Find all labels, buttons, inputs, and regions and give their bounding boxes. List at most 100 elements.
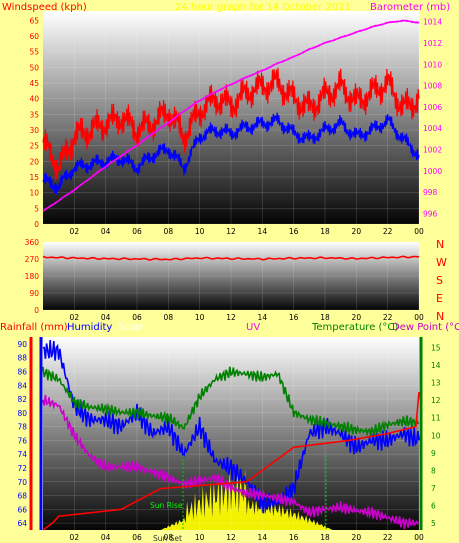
temperature-tick-label: 7 — [431, 484, 436, 493]
y-right-tick-label: 1012 — [423, 39, 442, 48]
solar-area — [160, 467, 333, 530]
humidity-tick-label: 82 — [17, 395, 27, 404]
sunrise-label: Sun Rise — [150, 501, 183, 510]
x-tick-label: 06 — [132, 227, 142, 236]
series-line-rainfall — [42, 392, 420, 531]
y-right-tick-label: 1000 — [423, 167, 442, 176]
direction-label: N — [436, 238, 444, 251]
x-tick-label: 10 — [195, 227, 205, 236]
temperature-tick-label: 8 — [431, 466, 436, 475]
direction-tick-label: 90 — [29, 289, 39, 298]
y-right-tick-label: 1010 — [423, 60, 442, 69]
humidity-tick-label: 84 — [17, 381, 27, 390]
y-left-tick-label: 35 — [29, 110, 39, 119]
humidity-tick-label: 78 — [17, 423, 27, 432]
x-tick-label: 12 — [226, 227, 236, 236]
x-tick-label: 14 — [258, 227, 268, 236]
x-tick-label: 08 — [164, 533, 174, 542]
barometer-axis-label: Barometer (mb) — [370, 2, 450, 13]
x-tick-label: 18 — [320, 313, 330, 322]
humidity-tick-label: 86 — [17, 367, 27, 376]
temperature-tick-label: 5 — [431, 519, 436, 528]
y-right-tick-label: 1014 — [423, 18, 442, 27]
solar-fill — [160, 467, 333, 530]
series-line-wind-speed — [42, 112, 420, 195]
solar-label: Solar — [118, 322, 144, 333]
uv-label: UV — [246, 322, 260, 333]
temperature-tick-label: 15 — [431, 344, 441, 353]
direction-label: S — [436, 274, 443, 287]
x-tick-label: 00 — [414, 313, 424, 322]
series-line-wind-gust — [42, 67, 420, 182]
x-tick-label: 10 — [195, 533, 205, 542]
windspeed-axis-label: Windspeed (kph) — [2, 2, 87, 13]
y-left-tick-label: 65 — [29, 16, 39, 25]
y-left-tick-label: 50 — [29, 63, 39, 72]
humidity-tick-label: 80 — [17, 409, 27, 418]
y-left-tick-label: 55 — [29, 48, 39, 57]
y-left-tick-label: 30 — [29, 126, 39, 135]
direction-tick-label: 0 — [34, 306, 39, 315]
x-tick-label: 06 — [132, 313, 142, 322]
direction-plot-area — [43, 242, 419, 310]
x-tick-label: 04 — [101, 533, 111, 542]
x-tick-label: 06 — [132, 533, 142, 542]
humidity-tick-label: 68 — [17, 492, 27, 501]
temperature-tick-label: 6 — [431, 501, 436, 510]
x-tick-label: 08 — [164, 313, 174, 322]
x-tick-label: 20 — [352, 533, 362, 542]
humidity-tick-label: 76 — [17, 436, 27, 445]
x-tick-label: 20 — [352, 227, 362, 236]
temperature-tick-label: 11 — [431, 414, 441, 423]
y-left-tick-label: 15 — [29, 173, 39, 182]
y-left-tick-label: 40 — [29, 95, 39, 104]
temperature-tick-label: 14 — [431, 361, 441, 370]
temperature-tick-label: 10 — [431, 431, 441, 440]
x-tick-label: 16 — [289, 227, 299, 236]
humidity-tick-label: 72 — [17, 464, 27, 473]
y-right-tick-label: 1008 — [423, 82, 442, 91]
y-right-tick-label: 1002 — [423, 145, 442, 154]
x-tick-label: 14 — [258, 313, 268, 322]
sunset-label: Sun Set — [153, 534, 182, 543]
x-tick-label: 12 — [226, 313, 236, 322]
y-left-tick-label: 20 — [29, 157, 39, 166]
y-right-tick-label: 998 — [423, 188, 438, 197]
x-tick-label: 00 — [414, 533, 424, 542]
humidity-tick-label: 88 — [17, 354, 27, 363]
direction-label: E — [436, 292, 443, 305]
y-left-tick-label: 45 — [29, 79, 39, 88]
series-line-humidity — [42, 340, 420, 514]
y-right-tick-label: 1006 — [423, 103, 442, 112]
series-line-temperature — [42, 366, 420, 437]
direction-label: N — [436, 310, 444, 323]
x-tick-label: 20 — [352, 313, 362, 322]
y-right-tick-label: 1004 — [423, 124, 442, 133]
y-left-tick-label: 5 — [34, 204, 39, 213]
y-left-tick-label: 60 — [29, 32, 39, 41]
temperature-label: Temperature (°C) — [311, 322, 398, 333]
x-tick-label: 18 — [320, 227, 330, 236]
x-tick-label: 00 — [414, 227, 424, 236]
series-line-barometer — [42, 19, 420, 212]
x-tick-label: 16 — [289, 313, 299, 322]
y-left-tick-label: 25 — [29, 142, 39, 151]
wind-plot-area — [43, 11, 419, 224]
x-tick-label: 10 — [195, 313, 205, 322]
x-tick-label: 22 — [383, 533, 393, 542]
x-tick-label: 14 — [258, 533, 268, 542]
chart-title: 24 hour graph for 14 October 2021 — [175, 2, 351, 13]
x-tick-label: 18 — [320, 533, 330, 542]
x-tick-label: 22 — [383, 313, 393, 322]
temperature-tick-label: 9 — [431, 449, 436, 458]
x-tick-label: 02 — [70, 533, 80, 542]
direction-label: W — [436, 256, 447, 269]
humidity-label: Humidity — [67, 322, 112, 333]
x-tick-label: 02 — [70, 313, 80, 322]
temperature-tick-label: 12 — [431, 396, 441, 405]
temperature-tick-label: 13 — [431, 379, 441, 388]
series-line-dew-point — [42, 394, 420, 530]
x-tick-label: 04 — [101, 313, 111, 322]
